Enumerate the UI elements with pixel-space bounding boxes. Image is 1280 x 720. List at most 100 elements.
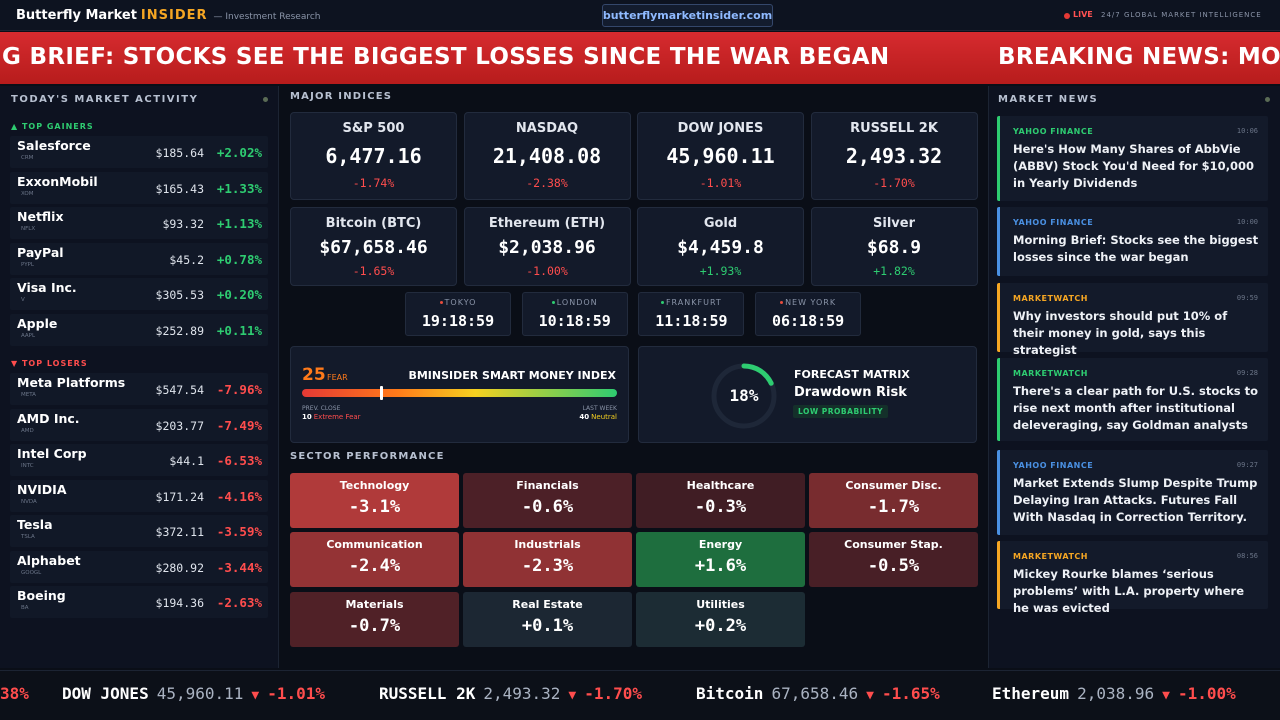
stock-ticker: AAPL <box>21 332 36 339</box>
clock-card: FRANKFURT 11:18:59 <box>638 292 745 336</box>
stock-name: ExxonMobil <box>17 173 98 189</box>
url-box: butterflymarketinsider.com <box>602 4 773 27</box>
stock-row <box>10 373 268 405</box>
news-headline: Mickey Rourke blames ‘serious problems’ … <box>1013 567 1244 615</box>
sector-name: Technology <box>339 479 410 492</box>
index-change: -1.65% <box>352 264 395 278</box>
index-card: S&P 500 6,477.16 -1.74% <box>290 112 457 200</box>
list-title: ▲ TOP GAINERS <box>11 122 94 131</box>
stock-row <box>10 479 268 512</box>
prev-row: 10 Extreme Fear <box>302 413 361 421</box>
stock-ticker: PYPL <box>21 261 34 268</box>
stock-row <box>10 278 268 310</box>
brand: Butterfly Market INSIDER — Investment Rese… <box>16 8 321 23</box>
sector-value: +1.6% <box>694 556 747 577</box>
news-item: MARKETWATCH 08:56 Mickey Rourke blames ‘se… <box>997 541 1268 615</box>
news-headline: There's a clear path for U.S. stocks to … <box>1013 384 1259 432</box>
stock-ticker: TSLA <box>21 534 35 540</box>
ticker-change: -1.70% <box>584 684 643 703</box>
stock-row <box>10 444 268 476</box>
index-price: $68.9 <box>866 237 922 258</box>
stock-price: $44.1 <box>169 454 204 468</box>
prev-mood: Extreme Fear <box>313 413 361 421</box>
stock-ticker: NFLX <box>21 226 36 232</box>
stock-price: $252.89 <box>155 323 204 338</box>
index-card: RUSSELL 2K 2,493.32 -1.70% <box>810 112 978 200</box>
sector-value: -1.7% <box>867 497 920 517</box>
clock-card: LONDON 10:18:59 <box>521 292 628 336</box>
stock-price: $305.53 <box>155 288 204 302</box>
index-price: 2,493.32 <box>845 144 943 168</box>
sector-value: -2.3% <box>521 556 574 577</box>
clock-card: TOKYO 19:18:59 <box>405 292 511 336</box>
clock-dot <box>660 301 664 304</box>
ticker-price: 2,038.96 <box>1077 684 1155 703</box>
sector-value: -0.3% <box>694 497 747 517</box>
news-time: 09:27 <box>1236 461 1258 469</box>
stock-row <box>10 408 268 441</box>
stock-price: $547.54 <box>155 383 204 397</box>
sector-value: -3.1% <box>348 497 401 517</box>
stock-row <box>10 242 268 275</box>
stock-price: $45.2 <box>169 252 204 267</box>
index-card: NASDAQ 21,408.08 -2.38% <box>463 112 631 200</box>
stock-ticker: GOOGL <box>21 569 42 576</box>
sector-value: -0.7% <box>348 615 401 636</box>
live: LIVE <box>1073 10 1093 19</box>
clock-dot <box>439 301 443 304</box>
gauge-bar <box>302 389 617 397</box>
sector-name: Healthcare <box>686 479 755 492</box>
index-name: Bitcoin (BTC) <box>325 216 422 231</box>
sector-name: Financials <box>516 479 579 492</box>
ticker-item: Ethereum 2,038.96 ▼ -1.00% <box>992 684 1236 703</box>
stock-change: +1.33% <box>216 180 262 196</box>
news-time: 09:59 <box>1236 294 1258 302</box>
news-item: MARKETWATCH 09:59 Why investors should put… <box>997 283 1268 357</box>
stock-name: Intel Corp <box>17 446 87 461</box>
sector-tile: Communication -2.4% <box>290 532 459 588</box>
stock-row <box>10 207 268 239</box>
stock-change: +2.02% <box>216 145 262 160</box>
ticker-item: DOW JONES 45,960.11 ▼ -1.01% <box>62 684 325 703</box>
stock-ticker: META <box>21 392 36 398</box>
sector-tile: Industrials -2.3% <box>463 532 632 588</box>
clock-city-row: NEW YORK <box>756 298 860 307</box>
prev-value: 10 <box>302 413 312 421</box>
sector-name: Real Estate <box>512 597 583 611</box>
stock-change: +0.78% <box>216 251 262 267</box>
stock-name: AMD Inc. <box>17 410 80 426</box>
news-source: MARKETWATCH <box>1013 294 1088 303</box>
index-name: DOW JONES <box>677 121 764 136</box>
tagline: — Investment Research <box>213 12 321 22</box>
live-dot <box>1064 13 1070 19</box>
panel-title: TODAY'S MARKET ACTIVITY <box>11 94 199 105</box>
sector-value: -2.4% <box>348 556 401 577</box>
section-title: MAJOR INDICES <box>290 91 393 102</box>
stock-change: -7.96% <box>216 382 262 397</box>
clock-time: 10:18:59 <box>538 312 611 330</box>
stock-name: Netflix <box>17 209 64 224</box>
news-time: 08:56 <box>1236 552 1258 560</box>
week-label: LAST WEEK <box>582 405 617 412</box>
index-card: Ethereum (ETH) $2,038.96 -1.00% <box>463 207 631 286</box>
sector-name: Communication <box>326 538 423 552</box>
stock-price: $194.36 <box>155 596 204 610</box>
sector-name: Utilities <box>696 597 745 611</box>
ring-label: 18% <box>729 386 759 405</box>
clock-time: 11:18:59 <box>655 312 728 330</box>
index-change: +1.82% <box>873 264 915 278</box>
sector-tile: Consumer Stap. -0.5% <box>809 532 978 588</box>
news-source: YAHOO FINANCE <box>1013 218 1094 227</box>
news-headline: Why investors should put 10% of their mo… <box>1013 309 1228 357</box>
ticker-item: 38% <box>0 684 29 703</box>
stock-row <box>10 586 268 618</box>
index-change: -1.01% <box>699 176 742 190</box>
stock-price: $165.43 <box>155 181 204 196</box>
ticker-change: -1.65% <box>881 684 940 703</box>
ticker-bar: 38% DOW JONES 45,960.11 ▼ -1.01% RUSSELL 2K 2,… <box>0 670 1280 720</box>
forecast-subtitle: Drawdown Risk <box>794 385 907 400</box>
forecast-panel <box>638 346 977 443</box>
status-dot <box>263 97 268 102</box>
ticker-name: RUSSELL 2K <box>379 684 476 703</box>
